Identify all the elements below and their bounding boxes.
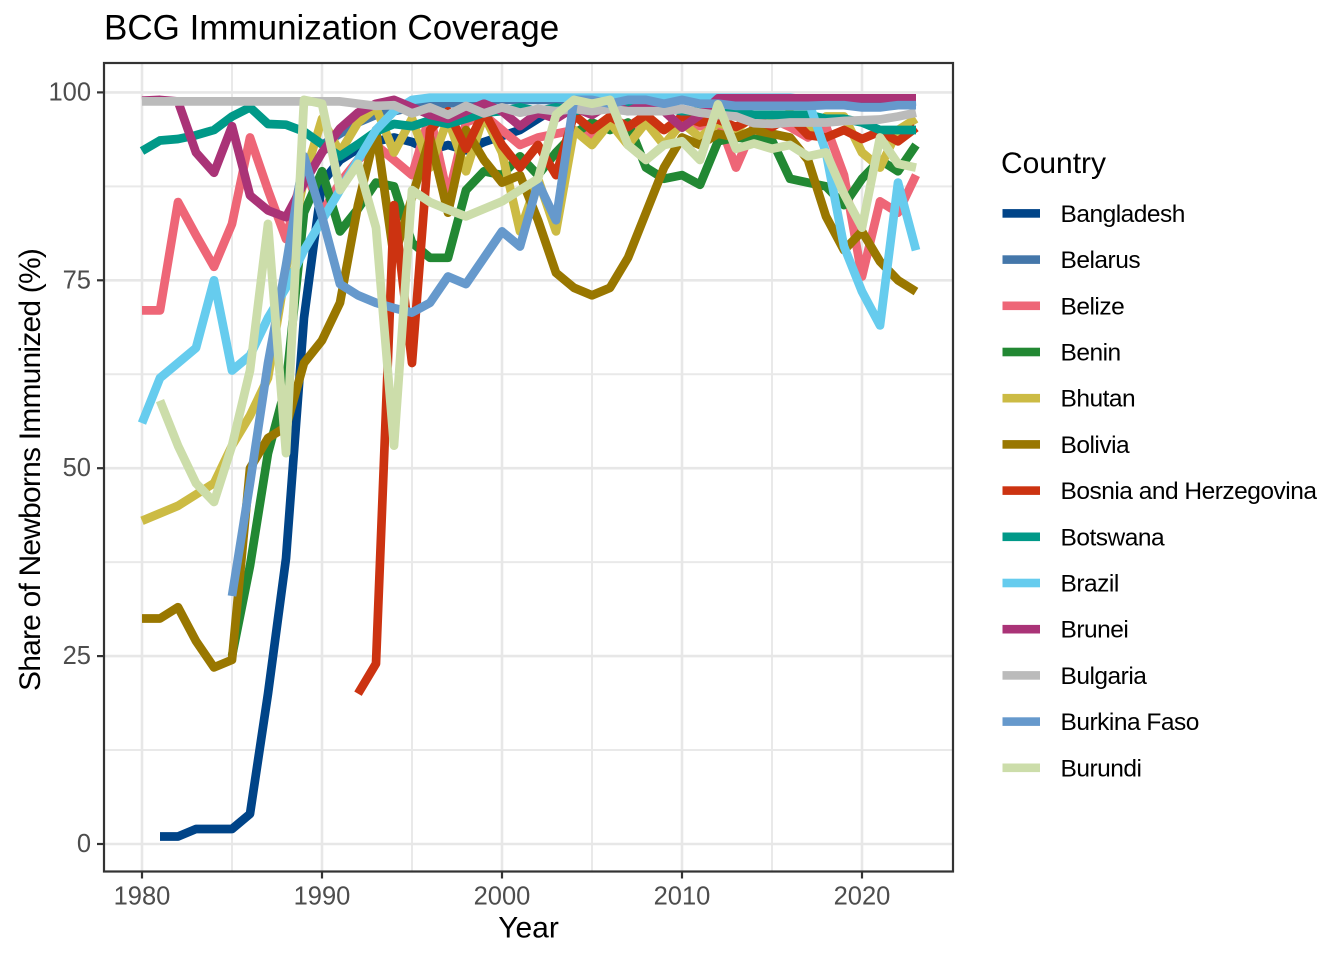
svg-text:Country: Country: [1001, 147, 1106, 180]
svg-text:Burundi: Burundi: [1061, 755, 1142, 782]
svg-text:Bosnia and Herzegovina: Bosnia and Herzegovina: [1061, 478, 1318, 505]
svg-text:Year: Year: [498, 912, 559, 945]
svg-text:25: 25: [63, 642, 91, 670]
svg-text:Brazil: Brazil: [1061, 571, 1119, 598]
svg-text:0: 0: [77, 830, 91, 858]
svg-text:2000: 2000: [474, 883, 531, 911]
svg-text:1990: 1990: [294, 883, 351, 911]
svg-text:75: 75: [63, 266, 91, 294]
svg-text:Bangladesh: Bangladesh: [1061, 201, 1185, 228]
svg-text:Belize: Belize: [1061, 293, 1125, 320]
svg-text:Botswana: Botswana: [1061, 524, 1165, 551]
svg-text:Brunei: Brunei: [1061, 617, 1129, 644]
svg-text:BCG Immunization Coverage: BCG Immunization Coverage: [104, 9, 559, 48]
svg-text:Share of Newborns Immunized (%: Share of Newborns Immunized (%): [14, 249, 47, 691]
svg-text:2020: 2020: [834, 883, 891, 911]
svg-text:Bhutan: Bhutan: [1061, 386, 1136, 413]
svg-text:1980: 1980: [114, 883, 171, 911]
svg-text:Bolivia: Bolivia: [1061, 432, 1131, 459]
svg-text:Bulgaria: Bulgaria: [1061, 663, 1148, 690]
svg-text:100: 100: [48, 78, 91, 106]
svg-text:Benin: Benin: [1061, 340, 1121, 367]
svg-text:2010: 2010: [654, 883, 711, 911]
svg-text:Belarus: Belarus: [1061, 247, 1141, 274]
svg-text:Burkina Faso: Burkina Faso: [1061, 709, 1199, 736]
svg-text:50: 50: [63, 454, 91, 482]
